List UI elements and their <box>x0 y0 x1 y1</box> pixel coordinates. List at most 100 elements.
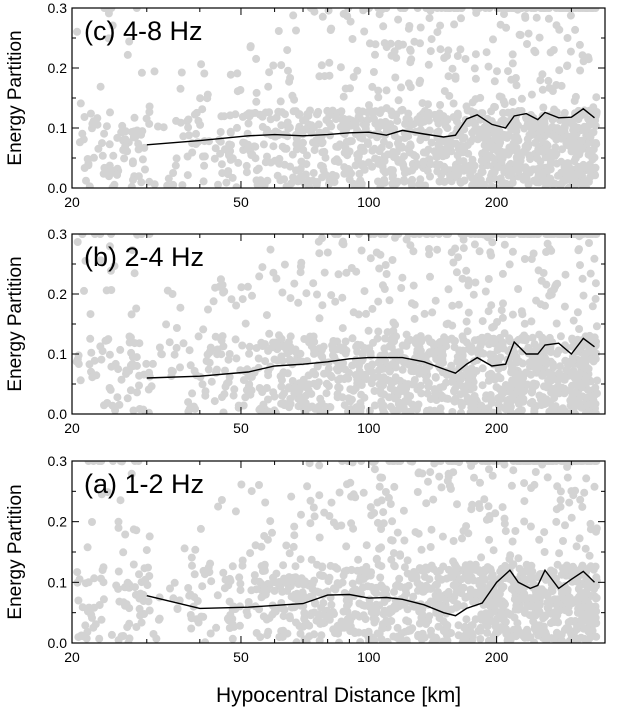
scatter-point <box>591 383 600 392</box>
scatter-point <box>506 610 515 619</box>
scatter-point <box>411 570 420 579</box>
scatter-point <box>469 402 478 411</box>
scatter-point <box>460 383 469 392</box>
scatter-point <box>425 245 433 253</box>
scatter-point <box>228 620 237 629</box>
scatter-point <box>119 548 128 557</box>
scatter-point <box>133 388 141 397</box>
scatter-point <box>219 568 228 577</box>
scatter-point <box>593 376 602 385</box>
scatter-point <box>104 34 113 43</box>
scatter-point <box>457 8 466 12</box>
scatter-point <box>334 580 343 589</box>
scatter-point <box>300 608 309 617</box>
scatter-point <box>277 121 286 130</box>
scatter-point <box>96 82 105 91</box>
scatter-point <box>582 356 591 365</box>
scatter-point <box>98 347 107 356</box>
scatter-point <box>121 135 130 144</box>
scatter-point <box>586 132 595 141</box>
scatter-point <box>178 181 187 188</box>
scatter-point <box>252 54 261 63</box>
scatter-point <box>459 244 468 253</box>
scatter-point <box>380 285 389 293</box>
scatter-point <box>566 11 575 20</box>
scatter-point <box>497 609 506 618</box>
scatter-point <box>466 560 475 569</box>
scatter-point <box>313 560 321 569</box>
scatter-point <box>373 498 382 507</box>
scatter-point <box>315 617 324 626</box>
scatter-point <box>494 133 503 142</box>
scatter-point <box>536 592 544 601</box>
scatter-point <box>410 314 419 323</box>
scatter-point <box>383 328 392 337</box>
scatter-point <box>554 346 563 355</box>
scatter-point <box>450 8 459 12</box>
scatter-point <box>414 127 423 136</box>
scatter-point <box>252 88 261 97</box>
scatter-point <box>575 325 584 333</box>
scatter-point <box>555 369 564 378</box>
scatter-point <box>536 157 545 166</box>
scatter-point <box>285 123 294 132</box>
scatter-point <box>278 632 287 641</box>
scatter-point <box>217 496 226 504</box>
scatter-point <box>592 582 600 590</box>
scatter-point <box>199 612 208 621</box>
panel-2: 20 50 100 200 0.0 0.1 0.2 0.3 Energy Partition (b… <box>5 226 606 436</box>
scatter-point <box>340 589 349 597</box>
scatter-point <box>422 499 431 508</box>
scatter-point <box>375 264 384 273</box>
scatter-point <box>433 167 442 176</box>
scatter-point <box>251 142 260 151</box>
scatter-point <box>440 177 449 186</box>
scatter-point <box>191 140 200 148</box>
scatter-point <box>582 581 591 590</box>
scatter-point <box>543 8 552 12</box>
scatter-point <box>424 145 433 154</box>
scatter-point <box>569 316 578 325</box>
scatter-point <box>415 369 424 378</box>
scatter-point <box>508 247 517 256</box>
scatter-point <box>306 496 315 505</box>
scatter-point <box>248 291 256 300</box>
scatter-point <box>499 615 508 624</box>
scatter-point <box>565 498 574 507</box>
scatter-point <box>577 403 586 412</box>
scatter-point <box>288 377 297 385</box>
scatter-point <box>490 77 499 86</box>
scatter-point <box>498 503 507 512</box>
scatter-point <box>132 8 141 12</box>
scatter-point <box>573 622 582 631</box>
scatter-point <box>499 299 507 308</box>
scatter-point <box>294 596 303 605</box>
scatter-point <box>358 134 367 143</box>
scatter-point <box>322 116 331 124</box>
scatter-point <box>224 355 233 364</box>
scatter-point <box>435 472 444 481</box>
scatter-point <box>449 336 458 345</box>
scatter-point <box>214 502 223 511</box>
scatter-point <box>434 339 443 348</box>
scatter-point <box>342 268 351 277</box>
scatter-point <box>548 122 557 131</box>
scatter-point <box>588 302 597 311</box>
scatter-point <box>89 153 98 162</box>
scatter-point <box>393 116 402 125</box>
scatter-point <box>477 401 486 410</box>
scatter-point <box>270 392 279 401</box>
scatter-point <box>331 297 340 306</box>
scatter-point <box>548 87 557 95</box>
scatter-point <box>86 334 95 343</box>
scatter-point <box>451 580 460 589</box>
scatter-point <box>283 349 292 358</box>
scatter-point <box>165 338 174 347</box>
scatter-point <box>454 300 463 309</box>
scatter-point <box>444 565 453 574</box>
scatter-point <box>107 630 116 639</box>
scatter-point <box>264 627 273 636</box>
scatter-point <box>135 405 144 413</box>
scatter-point <box>575 534 584 543</box>
